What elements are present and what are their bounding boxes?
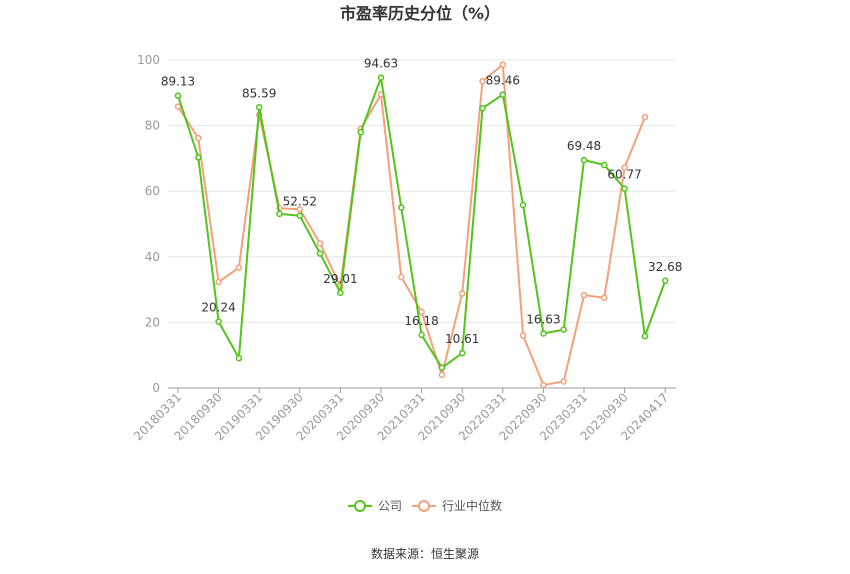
data-point[interactable]	[479, 104, 486, 112]
data-point[interactable]	[235, 354, 243, 362]
data-point[interactable]	[215, 318, 222, 325]
data-label: 89.46	[486, 74, 520, 88]
data-point[interactable]	[661, 277, 669, 285]
data-point[interactable]	[621, 185, 628, 192]
legend-item-industry[interactable]: 行业中位数	[412, 498, 502, 513]
source-note: 数据来源：恒生聚源	[371, 546, 479, 561]
legend-label-industry: 行业中位数	[442, 498, 502, 513]
data-point[interactable]	[458, 290, 466, 297]
data-label: 52.52	[283, 195, 317, 209]
data-label: 69.48	[567, 139, 601, 153]
data-point[interactable]	[296, 205, 304, 213]
data-label: 60.77	[607, 168, 641, 182]
data-label: 29.01	[323, 272, 357, 286]
data-point[interactable]	[458, 349, 466, 357]
data-point[interactable]	[316, 240, 324, 247]
data-point[interactable]	[641, 332, 649, 340]
legend-item-company[interactable]: 公司	[348, 499, 402, 513]
data-label: 16.18	[404, 314, 438, 328]
data-label: 94.63	[364, 57, 398, 71]
legend-marker-industry	[418, 500, 430, 512]
data-point[interactable]	[580, 291, 588, 299]
data-point[interactable]	[255, 104, 263, 111]
data-point[interactable]	[195, 134, 202, 142]
y-tick-label: 40	[145, 250, 160, 264]
data-point[interactable]	[438, 371, 446, 379]
y-tick-label: 100	[137, 53, 160, 67]
y-tick-label: 0	[152, 381, 160, 395]
data-point[interactable]	[621, 164, 628, 171]
y-tick-label: 60	[145, 184, 160, 198]
data-point[interactable]	[195, 154, 202, 161]
data-point[interactable]	[519, 332, 527, 339]
data-label: 20.24	[201, 301, 235, 315]
data-point[interactable]	[276, 210, 283, 218]
data-point[interactable]	[438, 364, 446, 371]
data-point[interactable]	[398, 204, 405, 211]
data-point[interactable]	[601, 294, 608, 302]
legend-label-company: 公司	[378, 499, 402, 513]
data-label: 16.63	[526, 312, 560, 326]
data-label: 89.13	[161, 75, 195, 89]
y-axis-ticks: 0 20 40 60 80 100	[137, 53, 160, 395]
legend-marker-company	[354, 500, 366, 512]
x-axis-ticks: 2018033120180930201903312019093020200331…	[131, 388, 671, 443]
data-point[interactable]	[316, 250, 324, 257]
data-label: 10.61	[445, 332, 479, 346]
chart-title: 市盈率历史分位（%）	[340, 4, 500, 23]
data-point[interactable]	[296, 212, 304, 219]
data-point[interactable]	[398, 273, 405, 281]
y-tick-label: 20	[145, 315, 160, 329]
data-point[interactable]	[418, 331, 425, 339]
data-point[interactable]	[418, 308, 425, 316]
data-labels: 89.13 20.24 85.59 52.52 29.01 94.63 16.18 10.61…	[161, 57, 683, 347]
series-line	[177, 63, 646, 387]
data-point[interactable]	[357, 128, 364, 136]
data-label: 85.59	[242, 86, 276, 100]
data-point[interactable]	[479, 78, 486, 85]
data-point[interactable]	[519, 201, 527, 209]
data-point[interactable]	[601, 161, 608, 169]
data-point[interactable]	[580, 156, 588, 164]
data-point[interactable]	[540, 330, 547, 337]
series-group	[174, 61, 669, 389]
data-point[interactable]	[499, 91, 507, 98]
y-tick-label: 80	[145, 119, 160, 133]
data-point[interactable]	[641, 113, 649, 121]
legend[interactable]: 公司 行业中位数	[348, 498, 502, 513]
data-point[interactable]	[215, 278, 222, 286]
data-point[interactable]	[499, 61, 507, 68]
data-point[interactable]	[560, 378, 567, 385]
data-point[interactable]	[174, 103, 182, 110]
data-point[interactable]	[174, 92, 182, 99]
data-point[interactable]	[560, 326, 567, 333]
data-point[interactable]	[337, 289, 344, 297]
data-point[interactable]	[377, 74, 385, 81]
data-point[interactable]	[235, 264, 243, 271]
data-point[interactable]	[540, 381, 547, 389]
data-label: 32.68	[648, 260, 682, 274]
